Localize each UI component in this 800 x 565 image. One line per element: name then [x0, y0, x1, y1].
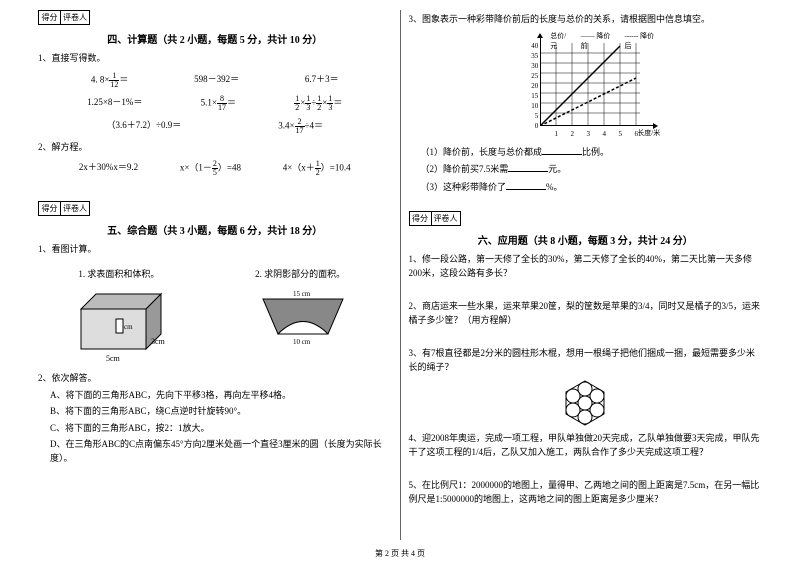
- section6-title: 六、应用题（共 8 小题，每题 3 分，共计 24 分）: [409, 232, 763, 247]
- s4-q2: 2、解方程。: [38, 141, 392, 155]
- s4-q1: 1、直接写得数。: [38, 52, 392, 66]
- s6-q4: 4、迎2008年奥运，完成一项工程，甲队单独做20天完成，乙队单独做要3天完成，…: [409, 432, 763, 459]
- score-box: 得分 评卷人: [38, 10, 90, 25]
- eq-2a: 1.25×8－1%＝: [87, 95, 142, 112]
- eq-3b: 3.4×217÷4＝: [278, 118, 323, 135]
- section5-title: 五、综合题（共 3 小题，每题 6 分，共计 18 分）: [38, 222, 392, 237]
- s4r-s2: （2）降价前买7.5米需元。: [421, 162, 763, 177]
- left-column: 得分 评卷人 四、计算题（共 2 小题，每题 5 分，共计 10 分） 1、直接…: [30, 10, 401, 540]
- s4r-s1: （1）降价前，长度与总价都成比例。: [421, 145, 763, 160]
- s5-q2d: D、在三角形ABC的C点南偏东45°方向2厘米处画一个直径3厘米的圆（长度为实际…: [50, 438, 392, 465]
- s5-q2b: B、将下面的三角形ABC，绕C点逆时针旋转90°。: [50, 405, 392, 419]
- svg-text:3cm: 3cm: [151, 337, 166, 346]
- s6-q2: 2、商店运来一些水果，运来苹果20筐，梨的筐数是苹果的3/4，同时又是橘子的3/…: [409, 300, 763, 327]
- s6-q3: 3、有7根直径都是2分米的圆柱形木棍，想用一根绳子把他们捆成一捆，最短需要多少米…: [409, 347, 763, 374]
- eq-1a: 4. 8×112＝: [91, 72, 129, 89]
- svg-text:15 cm: 15 cm: [293, 290, 311, 298]
- svg-text:5cm: 5cm: [106, 354, 121, 363]
- chart-lines: [540, 43, 650, 126]
- eq-row-2: 1.25×8－1%＝ 5.1×817＝ 12×13÷12×13＝: [58, 95, 372, 112]
- arc-block: 2. 求阴影部分的面积。 15 cm 10 cm: [243, 265, 363, 365]
- right-column: 3、图象表示一种彩带降价前后的长度与总价的关系，请根据图中信息填空。 总价/元 …: [401, 10, 771, 540]
- s6-q1: 1、修一段公路，第一天修了全长的30%，第二天修了全长的40%，第二天比第一天多…: [409, 253, 763, 280]
- s5-q1: 1、看图计算。: [38, 243, 392, 257]
- cuboid-block: 1. 求表面积和体积。 3cm 5cm cm: [66, 265, 186, 365]
- score-box-6: 得分 评卷人: [409, 211, 461, 226]
- s5-q2: 2、依次解答。: [38, 372, 392, 386]
- eq-1b: 598－392＝: [194, 72, 239, 89]
- score-label: 得分: [39, 11, 61, 24]
- eq-row-3: （3.6＋7.2）÷0.9＝ 3.4×217÷4＝: [58, 118, 372, 135]
- price-chart: 总价/元 —— 降价前 ------ 降价后 40 35 30 25 20 15…: [510, 31, 660, 141]
- svg-text:cm: cm: [124, 323, 133, 331]
- eq-e2: x×（1－25）=48: [180, 160, 241, 177]
- page-footer: 第 2 页 共 4 页: [0, 548, 800, 559]
- eq-e3: 4×（x＋12）=10.4: [283, 160, 351, 177]
- s5-q2c: C、将下面的三角形ABC，按2：1放大。: [50, 422, 392, 436]
- eq-1c: 6.7＋3＝: [305, 72, 339, 89]
- eq-row-4: 2x＋30%x＝9.2 x×（1－25）=48 4×（x＋12）=10.4: [58, 160, 372, 177]
- s5-q2a: A、将下面的三角形ABC，先向下平移3格，再向左平移4格。: [50, 389, 392, 403]
- reviewer-label: 评卷人: [61, 11, 89, 24]
- arc-icon: 15 cm 10 cm: [243, 284, 363, 354]
- s4r-q3: 3、图象表示一种彩带降价前后的长度与总价的关系，请根据图中信息填空。: [409, 13, 763, 27]
- eq-row-1: 4. 8×112＝ 598－392＝ 6.7＋3＝: [58, 72, 372, 89]
- section4-title: 四、计算题（共 2 小题，每题 5 分，共计 10 分）: [38, 31, 392, 46]
- eq-3a: （3.6＋7.2）÷0.9＝: [107, 118, 182, 135]
- s6-q5: 5、在比例尺1：2000000的地图上，量得甲、乙两地之间的图上距离是7.5cm…: [409, 479, 763, 506]
- circles-icon: [560, 378, 610, 428]
- eq-2c: 12×13÷12×13＝: [294, 95, 342, 112]
- eq-2b: 5.1×817＝: [201, 95, 236, 112]
- score-box-5: 得分 评卷人: [38, 201, 90, 216]
- img-row: 1. 求表面积和体积。 3cm 5cm cm 2. 求阴影部分的面积。 15 c…: [38, 265, 392, 365]
- svg-text:10 cm: 10 cm: [293, 338, 311, 346]
- s4r-s3: （3）这种彩带降价了%。: [421, 180, 763, 195]
- eq-e1: 2x＋30%x＝9.2: [79, 160, 138, 177]
- xtitle: 长度/米: [637, 128, 660, 138]
- cuboid-icon: 3cm 5cm cm: [66, 284, 186, 364]
